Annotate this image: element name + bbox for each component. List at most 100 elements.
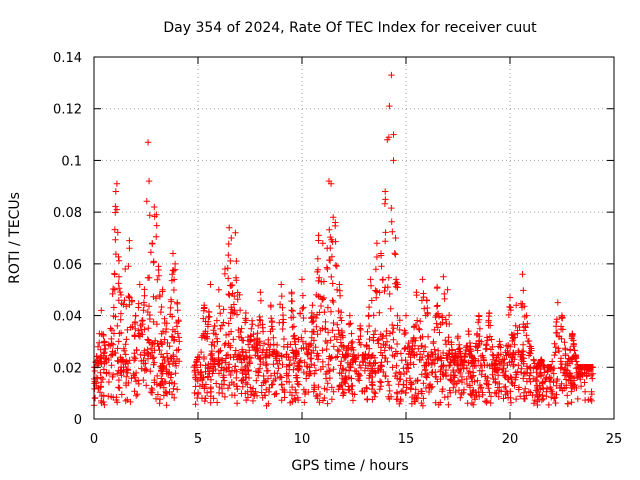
- data-point: [211, 356, 218, 364]
- data-point-peak: [151, 203, 158, 211]
- data-point: [135, 300, 142, 307]
- data-point: [231, 307, 238, 314]
- data-point-peak: [153, 211, 160, 218]
- data-point: [589, 375, 596, 382]
- data-point: [247, 391, 255, 398]
- data-point: [227, 315, 234, 322]
- data-point: [437, 321, 444, 328]
- data-point: [373, 288, 380, 296]
- data-point: [394, 312, 401, 319]
- data-point: [192, 383, 199, 390]
- data-point: [360, 351, 367, 358]
- data-point: [279, 361, 286, 368]
- data-point: [558, 360, 566, 368]
- data-point: [173, 319, 180, 327]
- data-point: [300, 304, 307, 311]
- data-point: [414, 317, 421, 324]
- data-point: [407, 359, 414, 367]
- data-point: [263, 351, 271, 359]
- data-point: [340, 354, 348, 361]
- data-point: [349, 390, 356, 397]
- data-point: [588, 390, 595, 398]
- data-point: [550, 395, 558, 402]
- data-point: [366, 335, 373, 343]
- data-point: [512, 322, 519, 329]
- data-point-peak: [558, 312, 566, 319]
- data-point: [233, 374, 240, 382]
- data-point: [289, 307, 296, 315]
- data-point: [252, 352, 259, 359]
- data-point: [223, 365, 230, 372]
- data-point: [354, 375, 362, 383]
- data-point: [405, 339, 412, 347]
- data-point: [255, 322, 262, 329]
- data-point: [154, 276, 161, 283]
- data-point: [324, 265, 331, 273]
- data-point-peak: [126, 245, 133, 252]
- data-point: [401, 330, 408, 338]
- data-point: [102, 355, 109, 363]
- data-point-peak: [444, 286, 451, 293]
- data-point: [222, 331, 230, 339]
- data-point: [109, 348, 116, 355]
- data-point: [164, 339, 171, 347]
- data-point: [301, 390, 309, 398]
- data-point: [153, 381, 160, 388]
- data-point: [101, 349, 108, 356]
- data-point-peak: [527, 343, 534, 350]
- data-point-peak: [388, 71, 395, 79]
- data-point: [346, 386, 353, 393]
- data-point: [468, 374, 475, 381]
- data-point: [262, 362, 270, 369]
- data-point: [247, 332, 254, 339]
- data-point: [519, 300, 526, 308]
- data-point: [120, 345, 127, 352]
- data-point: [355, 352, 362, 359]
- data-point: [295, 336, 302, 343]
- data-point: [330, 388, 337, 395]
- data-point: [390, 336, 397, 343]
- data-point: [172, 370, 179, 377]
- data-point: [319, 347, 326, 354]
- data-point: [420, 348, 427, 355]
- data-point-peak: [221, 265, 229, 273]
- data-point: [478, 371, 485, 378]
- data-point: [292, 386, 299, 394]
- data-point: [156, 293, 164, 300]
- data-point: [169, 360, 177, 367]
- data-point: [114, 357, 121, 364]
- data-point: [411, 395, 418, 403]
- data-point: [409, 351, 417, 359]
- data-point: [227, 371, 234, 379]
- data-point: [240, 376, 247, 383]
- data-point: [571, 384, 578, 392]
- data-point: [568, 335, 575, 342]
- data-point: [500, 395, 507, 402]
- data-point: [289, 398, 296, 405]
- data-point: [105, 393, 112, 400]
- data-point: [507, 306, 514, 314]
- data-point: [278, 397, 285, 404]
- x-tick-label: 0: [90, 432, 98, 447]
- data-point: [542, 375, 549, 382]
- data-point: [109, 341, 117, 348]
- data-point: [335, 307, 342, 315]
- data-point: [382, 196, 389, 203]
- data-point: [421, 362, 428, 369]
- data-point: [290, 333, 297, 340]
- data-point: [447, 389, 454, 396]
- data-point: [524, 320, 531, 327]
- data-point: [100, 392, 107, 399]
- data-point: [492, 378, 499, 385]
- data-point: [553, 382, 560, 389]
- data-point: [115, 376, 123, 384]
- data-point: [333, 286, 341, 293]
- data-point-peak: [440, 273, 447, 280]
- data-point-peak: [107, 325, 114, 332]
- data-point: [402, 356, 409, 364]
- data-point: [123, 373, 130, 380]
- data-point: [288, 392, 296, 399]
- data-point: [343, 347, 350, 354]
- data-point: [235, 333, 243, 340]
- data-point: [431, 326, 438, 334]
